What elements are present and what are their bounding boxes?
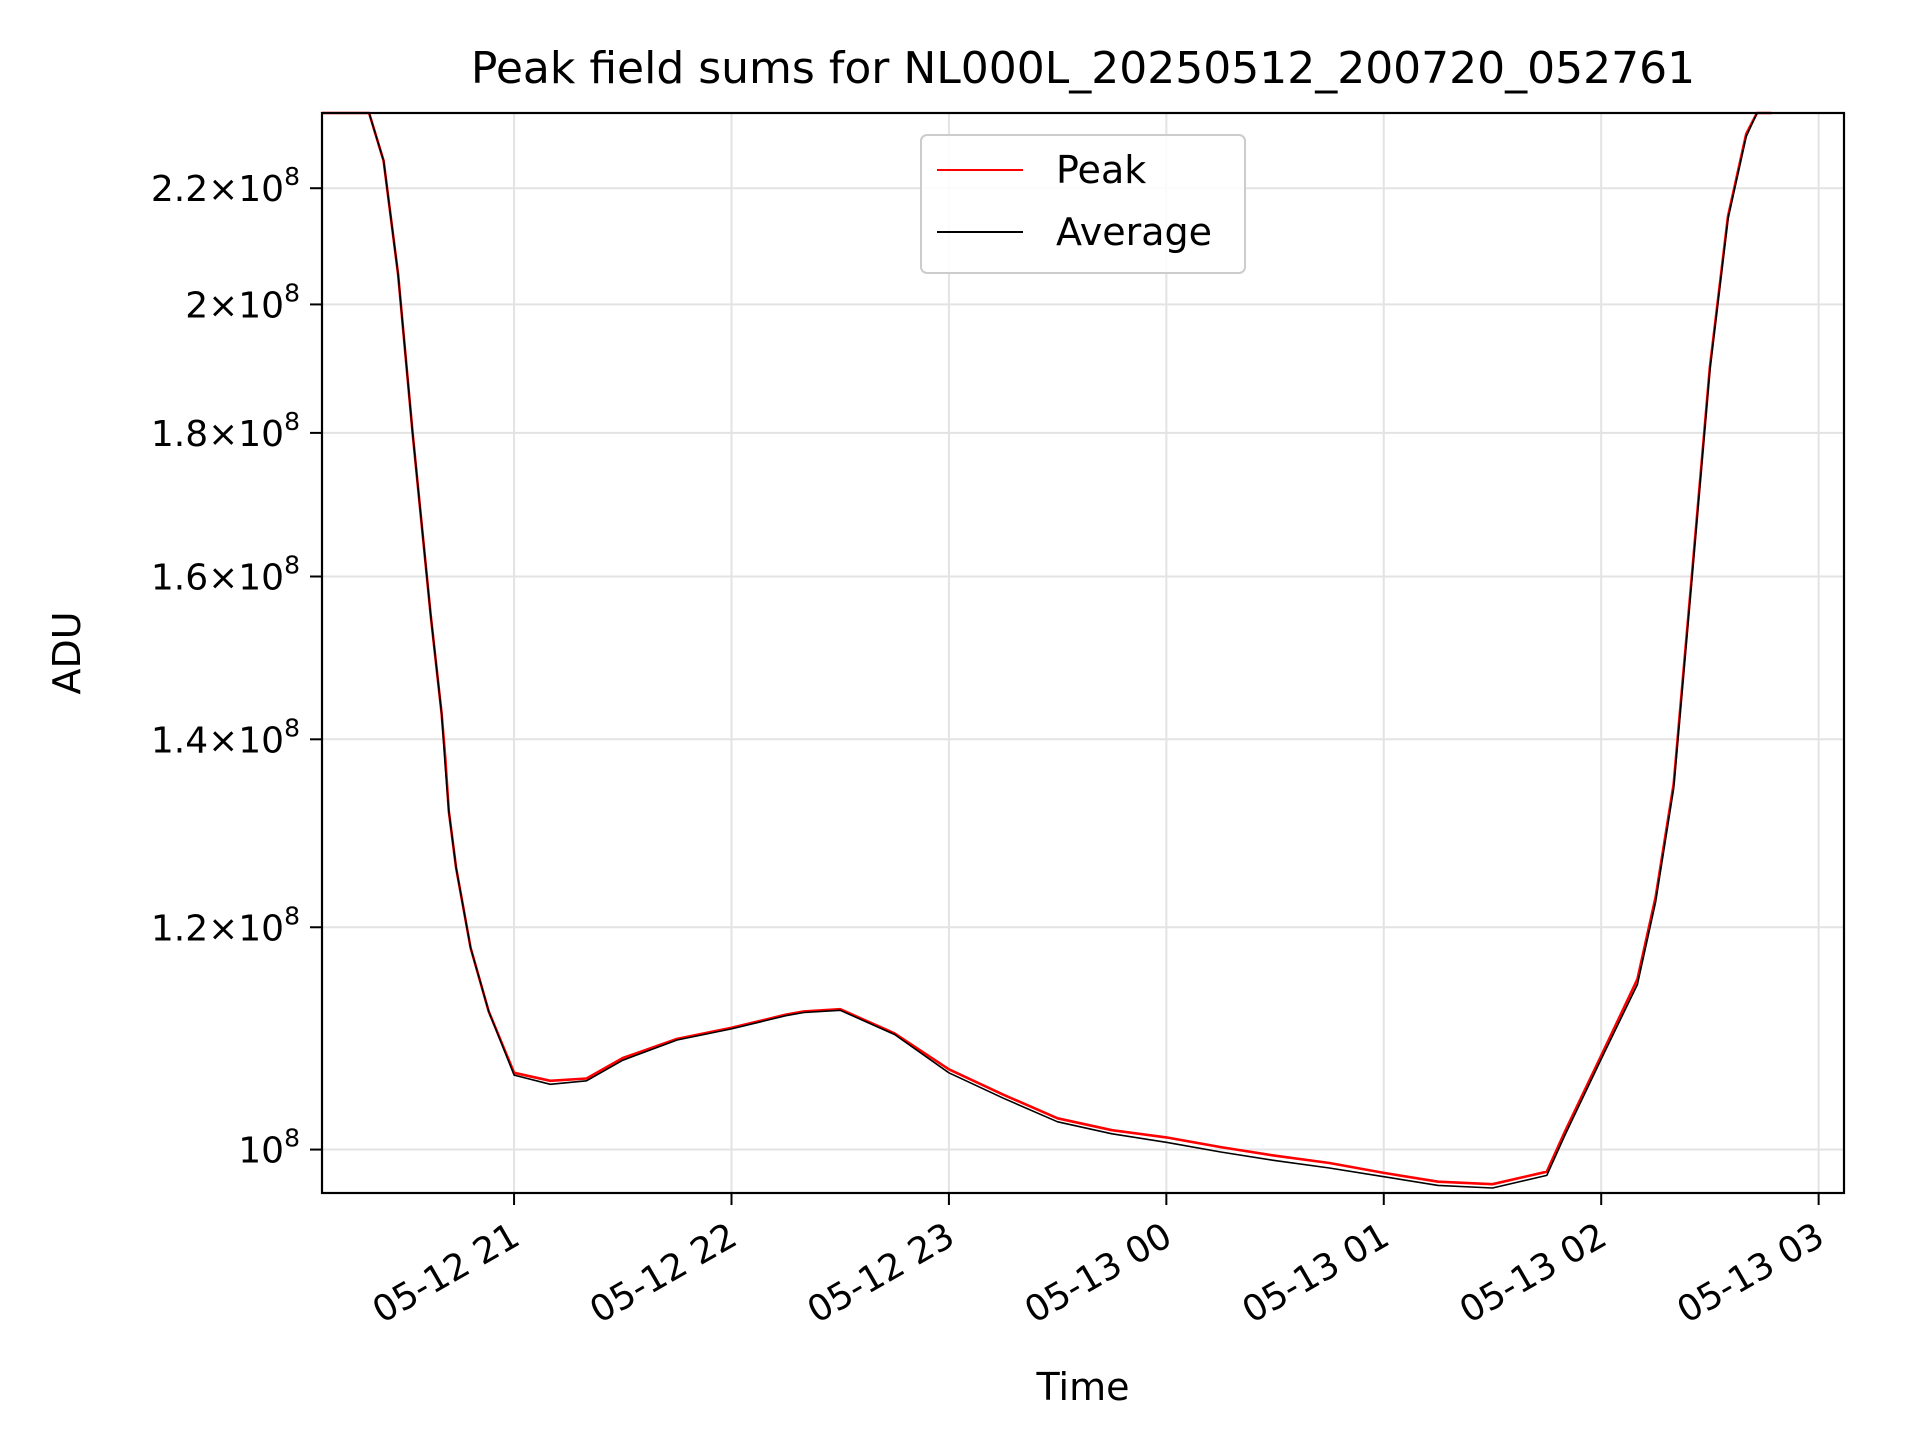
y-tick-exponent: 8 <box>284 551 300 580</box>
series-line-average <box>322 112 1772 1189</box>
x-axis-label: Time <box>1036 1365 1130 1409</box>
y-tick-label: 2.2×108 <box>151 162 300 210</box>
y-tick-exponent: 8 <box>284 1124 300 1153</box>
legend: Peak Average <box>920 134 1246 274</box>
y-tick-base: 2.2×10 <box>151 169 284 210</box>
y-tick-label: 1.4×108 <box>151 713 300 761</box>
series-layer <box>322 111 1772 1189</box>
y-tick-base: 10 <box>238 1131 284 1172</box>
y-tick-base: 1.8×10 <box>151 414 284 455</box>
y-tick-exponent: 8 <box>284 713 300 742</box>
y-tick-base: 2×10 <box>185 285 284 326</box>
y-tick-exponent: 8 <box>284 407 300 436</box>
y-tick-exponent: 8 <box>284 901 300 930</box>
y-tick-base: 1.2×10 <box>151 908 284 949</box>
legend-label-peak: Peak <box>1056 148 1146 192</box>
y-tick-label: 2×108 <box>185 278 300 326</box>
y-tick-exponent: 8 <box>284 162 300 191</box>
y-tick-label: 1.2×108 <box>151 901 300 949</box>
y-axis-label: ADU <box>45 611 89 694</box>
y-tick-label: 108 <box>238 1124 300 1172</box>
plot-frame <box>320 111 1846 1195</box>
y-tick-label: 1.8×108 <box>151 407 300 455</box>
y-tick-base: 1.4×10 <box>151 720 284 761</box>
y-tick-label: 1.6×108 <box>151 551 300 599</box>
chart-title: Peak field sums for NL000L_20250512_2007… <box>471 43 1695 94</box>
y-tick-exponent: 8 <box>284 278 300 307</box>
y-tick-base: 1.6×10 <box>151 558 284 599</box>
legend-label-average: Average <box>1056 210 1212 254</box>
